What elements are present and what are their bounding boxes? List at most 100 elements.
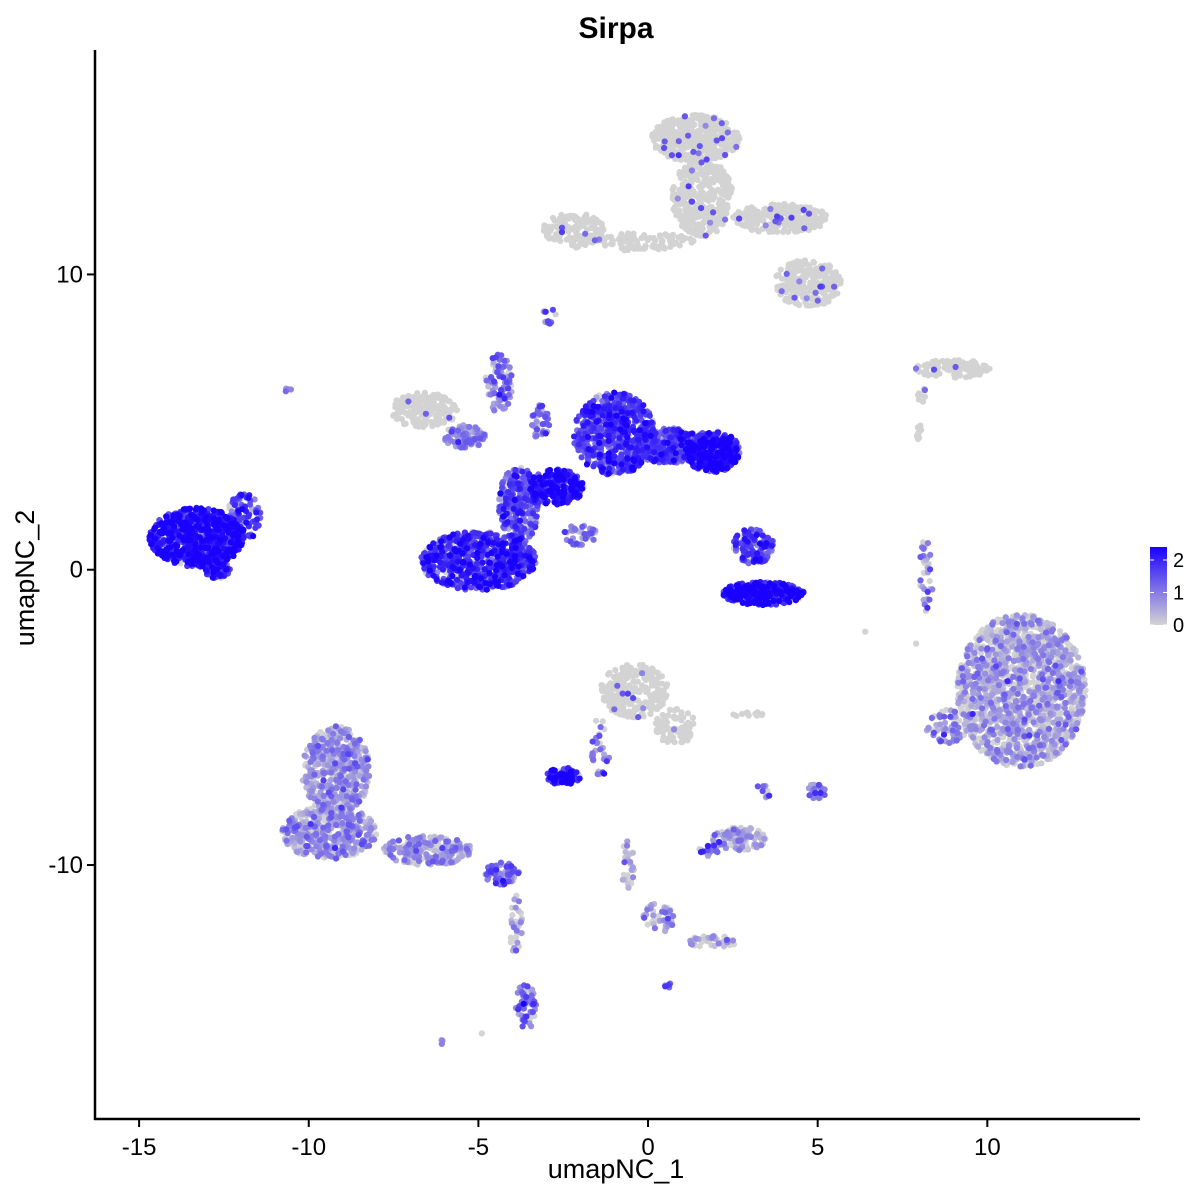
scatter-point [417, 396, 424, 403]
scatter-point [619, 876, 626, 883]
scatter-point [796, 301, 803, 309]
scatter-point [739, 710, 746, 718]
scatter-point [630, 678, 637, 685]
scatter-point [720, 191, 727, 198]
scatter-point [1075, 654, 1082, 661]
scatter-point [415, 423, 422, 430]
scatter-point [595, 226, 602, 233]
scatter-point [404, 403, 411, 410]
scatter-point [581, 214, 588, 221]
scatter-point [561, 215, 568, 222]
scatter-point [434, 391, 441, 398]
scatter-point [618, 711, 625, 718]
scatter-point [678, 709, 685, 716]
scatter-point [570, 239, 577, 246]
scatter-point [1038, 760, 1045, 767]
scatter-point [642, 242, 649, 249]
scatter-point [637, 245, 644, 252]
scatter-point [710, 149, 717, 156]
scatter-point [420, 422, 427, 429]
scatter-point [713, 163, 721, 170]
scatter-point [794, 217, 801, 224]
scatter-point [391, 411, 398, 418]
scatter-point [681, 218, 689, 225]
scatter-point [609, 241, 616, 248]
scatter-point [730, 711, 737, 718]
scatter-point [709, 196, 717, 203]
scatter-point [444, 397, 451, 404]
scatter-point [665, 233, 672, 240]
scatter-point [628, 700, 635, 708]
scatter-point [791, 270, 798, 277]
scatter-point [620, 704, 627, 711]
scatter-point [816, 223, 824, 230]
scatter-point [744, 213, 752, 220]
scatter-point [744, 711, 752, 718]
scatter-point [593, 717, 600, 724]
scatter-point [918, 426, 925, 434]
scatter-point [655, 723, 662, 731]
scatter-point [612, 667, 619, 674]
scatter-point [678, 739, 685, 746]
scatter-point [785, 296, 792, 303]
scatter-point [697, 197, 704, 204]
scatter-point [659, 737, 667, 744]
scatter-point [607, 233, 615, 240]
scatter-point [994, 723, 1001, 731]
scatter-point [617, 240, 624, 247]
scatter-point [622, 848, 629, 856]
scatter-point [436, 409, 444, 416]
scatter-point [862, 628, 869, 635]
scatter-points [146, 111, 1089, 1047]
scatter-point [421, 391, 428, 398]
scatter-point [804, 261, 812, 268]
scatter-point [695, 133, 702, 140]
scatter-point [659, 694, 666, 701]
scatter-point [580, 221, 588, 228]
scatter-point [598, 682, 605, 689]
scatter-point [754, 830, 761, 838]
scatter-point [690, 237, 697, 244]
scatter-point [802, 271, 809, 278]
scatter-point [397, 403, 404, 410]
scatter-point [715, 187, 722, 194]
scatter-point [984, 636, 991, 644]
scatter-point [699, 112, 706, 119]
scatter-point [440, 404, 447, 412]
scatter-point [612, 699, 619, 706]
scatter-point [665, 712, 672, 719]
scatter-point [1067, 657, 1074, 664]
scatter-point [967, 366, 974, 373]
scatter-point [570, 212, 577, 220]
scatter-point [975, 743, 982, 750]
scatter-point [823, 294, 831, 301]
scatter-point [660, 687, 667, 694]
scatter-point [644, 670, 651, 678]
scatter-point [698, 181, 705, 188]
scatter-point [629, 849, 637, 856]
scatter-point [634, 704, 641, 711]
scatter-point [600, 696, 607, 704]
scatter-point [705, 213, 712, 220]
scatter-point [774, 228, 781, 235]
scatter-point [650, 241, 657, 248]
scatter-point [694, 114, 701, 122]
scatter-point [599, 718, 606, 725]
scatter-point [715, 218, 723, 225]
scatter-point [703, 131, 711, 138]
chart-title: Sirpa [578, 12, 653, 45]
scatter-point [632, 671, 639, 678]
scatter-point [741, 222, 748, 229]
scatter-point [682, 211, 689, 218]
scatter-point [564, 224, 572, 231]
scatter-point [655, 674, 662, 681]
scatter-point [509, 912, 516, 919]
scatter-point [826, 262, 833, 269]
scatter-point [676, 242, 683, 249]
scatter-point [686, 124, 693, 131]
scatter-point [547, 226, 554, 233]
scatter-point [987, 626, 995, 634]
scatter-point [982, 362, 989, 370]
scatter-point [822, 212, 830, 219]
scatter-point [669, 186, 676, 193]
